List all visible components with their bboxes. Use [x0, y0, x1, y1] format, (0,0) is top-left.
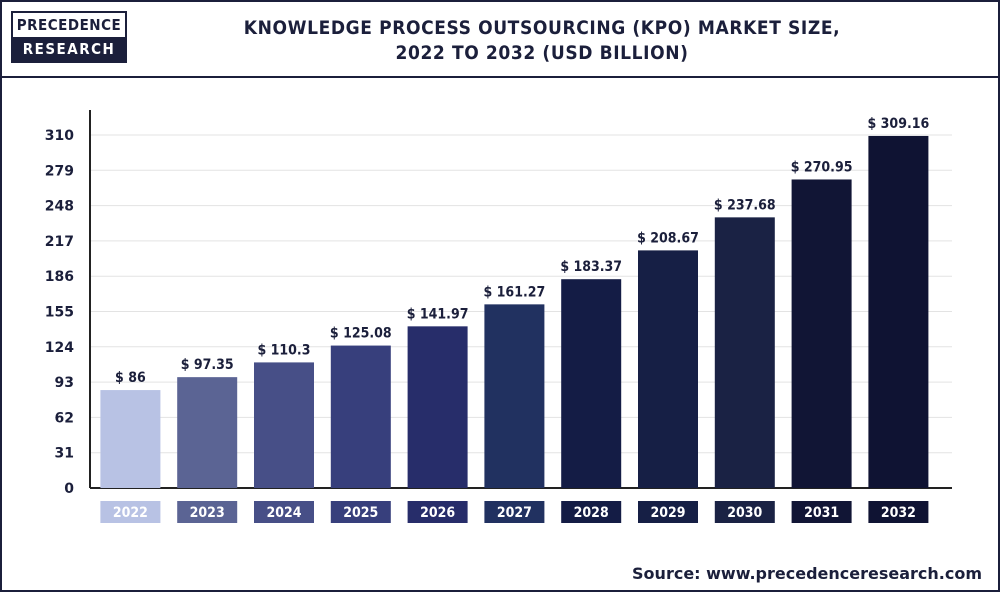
chart-title: KNOWLEDGE PROCESS OUTSOURCING (KPO) MARK… — [243, 17, 841, 39]
y-tick-label: 217 — [45, 234, 74, 250]
category-label-box — [407, 501, 468, 523]
data-label: $ 125.08 — [330, 326, 392, 342]
category-label-box — [484, 501, 545, 523]
data-label: $ 208.67 — [637, 230, 699, 246]
data-label: $ 161.27 — [484, 284, 546, 300]
bar — [407, 326, 468, 488]
bar — [484, 304, 545, 488]
category-label: 2028 — [574, 505, 609, 521]
y-tick-label: 155 — [45, 305, 74, 321]
data-label: $ 309.16 — [868, 116, 930, 132]
category-label-box — [254, 501, 314, 523]
category-label: 2029 — [650, 505, 685, 521]
category-label: 2023 — [190, 505, 225, 521]
data-label: $ 97.35 — [181, 357, 234, 373]
data-label: $ 141.97 — [407, 306, 469, 322]
category-label: 2031 — [804, 505, 839, 521]
bar — [330, 345, 391, 488]
y-tick-label: 279 — [45, 163, 74, 179]
data-label: $ 110.3 — [258, 342, 311, 358]
data-label: $ 237.68 — [714, 197, 776, 213]
category-label-box — [868, 501, 929, 523]
category-label: 2032 — [881, 505, 916, 521]
category-label-box — [714, 501, 775, 523]
bar — [791, 179, 852, 488]
logo-line1: PRECEDENCE — [13, 13, 125, 37]
category-label-box — [791, 501, 852, 523]
source-text: Source: www.precedenceresearch.com — [632, 564, 982, 583]
bar-chart: 0 31 62 93 124 155 186 217 248 279 310 $ 86 2022 $ 97… — [45, 110, 952, 523]
bar — [638, 250, 698, 488]
header: PRECEDENCE RESEARCH KNOWLEDGE PROCESS OU… — [2, 2, 998, 78]
category-label: 2030 — [727, 505, 762, 521]
bar — [868, 135, 929, 488]
bar — [561, 279, 622, 488]
y-tick-label: 248 — [45, 199, 74, 215]
bar — [100, 390, 161, 488]
category-label-box — [638, 501, 698, 523]
category-label-box — [100, 501, 161, 523]
category-label: 2027 — [497, 505, 532, 521]
category-label-box — [177, 501, 238, 523]
bar — [714, 217, 775, 488]
y-tick-label: 62 — [55, 410, 74, 426]
data-label: $ 86 — [115, 370, 146, 386]
chart-subtitle: 2022 TO 2032 (USD BILLION) — [395, 42, 689, 64]
category-label: 2025 — [343, 505, 378, 521]
category-label-box — [330, 501, 391, 523]
y-tick-label: 93 — [55, 375, 74, 391]
bar — [254, 362, 314, 488]
logo: PRECEDENCE RESEARCH — [11, 11, 127, 63]
data-label: $ 183.37 — [560, 259, 622, 275]
y-tick-label: 31 — [55, 446, 74, 462]
y-tick-label: 0 — [64, 481, 74, 497]
category-label-box — [561, 501, 622, 523]
chart-title-block: KNOWLEDGE PROCESS OUTSOURCING (KPO) MARK… — [182, 16, 902, 66]
data-label: $ 270.95 — [791, 159, 853, 175]
logo-line2: RESEARCH — [13, 37, 125, 61]
y-tick-label: 310 — [45, 128, 74, 144]
category-label: 2026 — [420, 505, 455, 521]
category-label: 2022 — [113, 505, 148, 521]
bar — [177, 377, 238, 488]
y-tick-label: 124 — [45, 340, 74, 356]
category-label: 2024 — [266, 505, 301, 521]
y-tick-label: 186 — [45, 269, 74, 285]
